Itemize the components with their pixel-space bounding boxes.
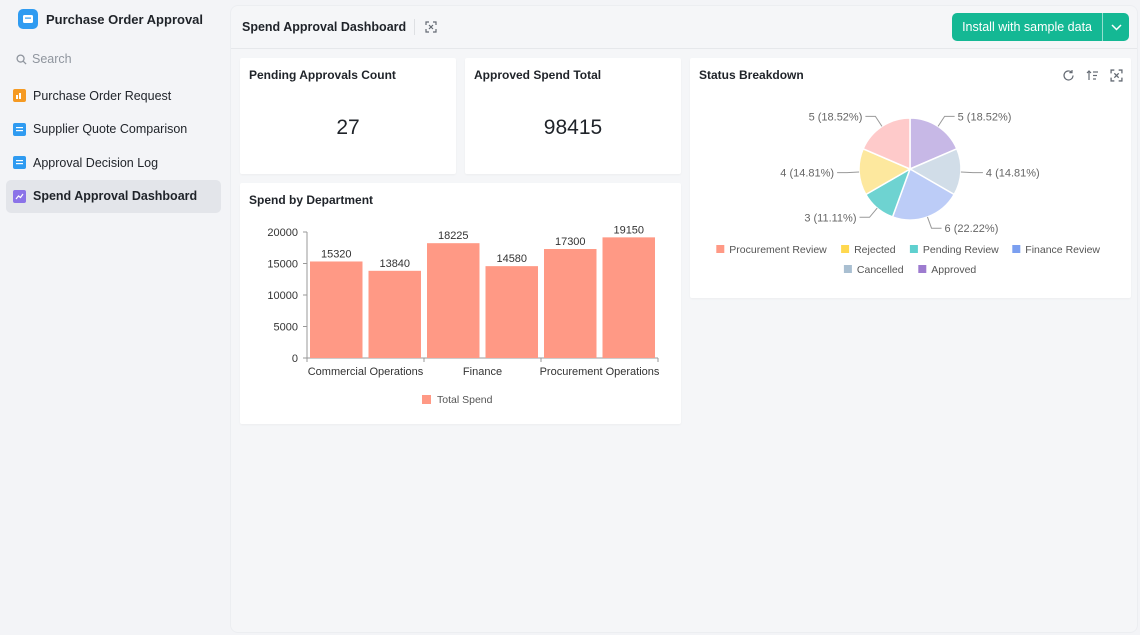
pie-slice-label: 3 (11.11%) <box>804 212 856 224</box>
bar-value-label: 13840 <box>379 258 410 270</box>
app-logo-icon <box>18 9 38 29</box>
legend-label: Finance Review <box>1025 244 1100 256</box>
bar-value-label: 17300 <box>555 236 586 248</box>
bar-value-label: 19150 <box>613 224 644 236</box>
legend-label: Cancelled <box>857 264 904 276</box>
app-header: Purchase Order Approval <box>18 8 203 30</box>
pie-slice <box>891 167 956 221</box>
legend-swatch <box>716 245 725 253</box>
bar-value-label: 14580 <box>496 253 527 265</box>
card-title: Pending Approvals Count <box>249 68 396 82</box>
pie-slice-label: 4 (14.81%) <box>986 168 1040 180</box>
pie-slice <box>909 117 958 171</box>
bar <box>368 270 421 358</box>
sidebar-item-label: Approval Decision Log <box>33 155 159 170</box>
refresh-icon[interactable] <box>1062 69 1075 82</box>
legend-swatch <box>1012 245 1021 253</box>
spend-by-department-card: Spend by Department 0 5000 10000 15000 20000… <box>240 183 681 424</box>
divider <box>414 19 416 35</box>
pie-slice-label: 5 (18.52%) <box>958 111 1012 123</box>
dashboard-icon <box>13 189 26 203</box>
legend-swatch <box>422 395 431 404</box>
bar-value-label: 15320 <box>321 248 352 260</box>
table-icon <box>13 122 26 136</box>
legend-swatch <box>909 245 918 253</box>
bar-value-label: 18225 <box>438 230 469 242</box>
legend-label: Total Spend <box>437 394 493 406</box>
bar <box>310 261 363 358</box>
pie-slice-label: 5 (18.52%) <box>809 111 863 123</box>
table-icon <box>13 156 26 169</box>
bar <box>427 243 480 358</box>
sidebar-item-supplier-quote-comparison[interactable]: Supplier Quote Comparison <box>6 113 221 146</box>
x-tick-label: Commercial Operations <box>308 366 424 378</box>
pending-count-value: 27 <box>336 116 360 139</box>
sidebar-item-spend-approval-dashboard[interactable]: Spend Approval Dashboard <box>6 179 221 213</box>
pie-leader-line <box>960 171 983 174</box>
search-icon <box>16 53 27 65</box>
status-breakdown-card: Status Breakdown 5 (18.52%) 4 (14.81%) 6 (… <box>690 58 1131 298</box>
legend-swatch <box>843 265 852 273</box>
legend-label: Procurement Review <box>729 244 827 256</box>
approved-spend-card: Approved Spend Total 98415 <box>465 58 681 174</box>
pending-approvals-card: Pending Approvals Count 27 <box>240 58 456 174</box>
legend-label: Approved <box>931 264 976 276</box>
sidebar-item-purchase-order-request[interactable]: Purchase Order Request <box>6 79 221 112</box>
fullscreen-icon[interactable] <box>1110 69 1123 82</box>
y-tick-label: 20000 <box>267 227 298 239</box>
install-sample-data-button[interactable]: Install with sample data <box>952 13 1129 41</box>
sidebar-item-label: Purchase Order Request <box>33 88 172 103</box>
pie-slice <box>862 117 911 171</box>
pie-slice-label: 6 (22.22%) <box>945 223 999 235</box>
divider <box>1102 13 1103 41</box>
y-tick-label: 5000 <box>274 322 298 334</box>
app-title: Purchase Order Approval <box>46 11 204 27</box>
form-icon <box>13 89 26 102</box>
y-tick-label: 0 <box>292 353 298 365</box>
dashboard-toolbar: Spend Approval Dashboard Install with sa… <box>231 6 1137 49</box>
search-placeholder: Search <box>32 52 72 66</box>
bar <box>544 249 597 358</box>
sort-icon[interactable] <box>1086 69 1099 82</box>
sidebar-item-approval-decision-log[interactable]: Approval Decision Log <box>6 146 221 179</box>
y-tick-label: 15000 <box>267 259 298 271</box>
y-tick-label: 10000 <box>267 290 298 302</box>
sidebar-item-label: Supplier Quote Comparison <box>33 122 188 136</box>
main-panel: Spend Approval Dashboard Install with sa… <box>230 5 1138 633</box>
page-title: Spend Approval Dashboard <box>242 20 407 34</box>
bar-chart: 0 5000 10000 15000 20000 15320 13840 18225 14580… <box>267 224 660 406</box>
bar <box>485 266 538 358</box>
x-tick-label: Procurement Operations <box>540 366 660 378</box>
pie-leader-line <box>837 171 860 174</box>
legend-swatch <box>841 245 850 253</box>
pie-leader-line <box>865 115 883 127</box>
x-tick-label: Finance <box>463 366 502 378</box>
chevron-down-icon[interactable] <box>1103 13 1129 41</box>
install-button-label: Install with sample data <box>962 20 1092 34</box>
card-title: Approved Spend Total <box>474 68 602 82</box>
fullscreen-icon[interactable] <box>424 20 438 34</box>
pie-chart: 5 (18.52%) 4 (14.81%) 6 (22.22%) 3 (11.11%)… <box>716 111 1100 276</box>
search-input[interactable]: Search <box>16 50 72 68</box>
pie-leader-line <box>859 207 878 218</box>
card-title: Status Breakdown <box>699 68 804 82</box>
sidebar-item-label: Spend Approval Dashboard <box>33 189 198 203</box>
pie-leader-line <box>926 216 942 229</box>
bar <box>602 237 655 358</box>
legend-label: Pending Review <box>923 244 999 256</box>
card-toolbar <box>1062 69 1123 82</box>
pie-slice-label: 4 (14.81%) <box>780 168 834 180</box>
sidebar-nav: Purchase Order Request Supplier Quote Co… <box>6 79 221 213</box>
card-title: Spend by Department <box>249 193 374 207</box>
approved-total-value: 98415 <box>543 116 603 139</box>
pie-leader-line <box>937 115 955 127</box>
legend-label: Rejected <box>854 244 896 256</box>
legend-swatch <box>918 265 927 273</box>
sidebar: Purchase Order Approval Search Purchase … <box>0 0 229 635</box>
